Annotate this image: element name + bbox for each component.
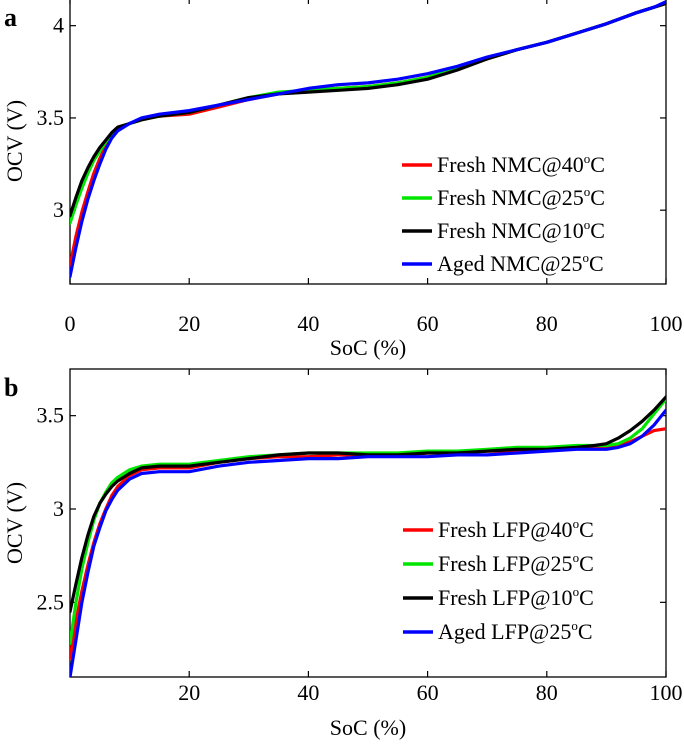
legend-degree: o bbox=[571, 618, 578, 633]
legend-text: Fresh LFP@10 bbox=[438, 585, 573, 610]
x-tick-label: 20 bbox=[178, 680, 200, 705]
y-axis-label: OCV (V) bbox=[2, 100, 27, 182]
legend-entry-0: Fresh LFP@40oC bbox=[438, 516, 594, 542]
x-tick-label: 60 bbox=[417, 680, 439, 705]
legend-degree: o bbox=[584, 217, 591, 232]
y-axis-label: OCV (V) bbox=[2, 482, 27, 564]
legend-degree: o bbox=[573, 550, 580, 565]
x-tick-label: 80 bbox=[536, 680, 558, 705]
legend-unit: C bbox=[579, 551, 594, 576]
x-tick-label: 20 bbox=[178, 311, 200, 336]
series-line-3 bbox=[70, 0, 666, 279]
panel-letter: a bbox=[4, 3, 17, 32]
series-line-2 bbox=[70, 395, 666, 614]
legend-text: Fresh NMC@25 bbox=[437, 185, 584, 210]
legend-unit: C bbox=[579, 517, 594, 542]
y-tick-label: 3.5 bbox=[37, 105, 65, 130]
legend-degree: o bbox=[573, 516, 580, 531]
y-tick-label: 4 bbox=[53, 13, 64, 38]
legend-text: Aged NMC@25 bbox=[437, 251, 583, 276]
y-tick-label: 3 bbox=[53, 197, 64, 222]
legend-degree: o bbox=[583, 250, 590, 265]
legend-entry-1: Fresh LFP@25oC bbox=[438, 550, 594, 576]
panel-a: 0 20 40 60 80 100 3 3.5 4 SoC (%) OCV (V) a Fresh NM… bbox=[2, 0, 683, 360]
axes-frame bbox=[69, 368, 667, 678]
legend-text: Fresh LFP@25 bbox=[438, 551, 573, 576]
legend-entry-2: Fresh NMC@10oC bbox=[437, 217, 605, 243]
x-tick-label: 80 bbox=[536, 311, 558, 336]
x-tick-label: 40 bbox=[297, 680, 319, 705]
x-tick-label: 100 bbox=[650, 680, 683, 705]
x-tick-label: 60 bbox=[417, 311, 439, 336]
legend-degree: o bbox=[584, 184, 591, 199]
y-tick-label: 3.5 bbox=[37, 403, 65, 428]
legend-text: Aged LFP@25 bbox=[438, 619, 571, 644]
legend-text: Fresh NMC@10 bbox=[437, 218, 584, 243]
legend-text: Fresh NMC@40 bbox=[437, 152, 584, 177]
legend-degree: o bbox=[584, 151, 591, 166]
legend-entry-3: Aged LFP@25oC bbox=[438, 618, 593, 644]
series-line-3 bbox=[70, 408, 666, 677]
legend-entry-3: Aged NMC@25oC bbox=[437, 250, 604, 276]
legend-entry-2: Fresh LFP@10oC bbox=[438, 584, 594, 610]
legend-unit: C bbox=[579, 585, 594, 610]
axes-frame bbox=[69, 0, 667, 285]
series-line-2 bbox=[70, 1, 666, 218]
legend-unit: C bbox=[590, 218, 605, 243]
legend-unit: C bbox=[590, 185, 605, 210]
legend-unit: C bbox=[578, 619, 593, 644]
legend-degree: o bbox=[573, 584, 580, 599]
x-tick-label: 0 bbox=[65, 311, 76, 336]
y-tick-label: 2.5 bbox=[37, 589, 65, 614]
legend-unit: C bbox=[589, 251, 604, 276]
panel-b: 20 40 60 80 100 2.5 3 3.5 SoC (%) OCV (V) b Fresh L… bbox=[2, 368, 683, 740]
legend-text: Fresh LFP@40 bbox=[438, 517, 573, 542]
x-axis-label: SoC (%) bbox=[330, 715, 406, 740]
panel-letter: b bbox=[4, 373, 18, 402]
y-tick-label: 3 bbox=[53, 496, 64, 521]
x-tick-label: 40 bbox=[297, 311, 319, 336]
x-tick-label: 100 bbox=[650, 311, 683, 336]
legend-unit: C bbox=[590, 152, 605, 177]
legend-entry-0: Fresh NMC@40oC bbox=[437, 151, 605, 177]
x-axis-label: SoC (%) bbox=[330, 335, 406, 360]
legend-entry-1: Fresh NMC@25oC bbox=[437, 184, 605, 210]
